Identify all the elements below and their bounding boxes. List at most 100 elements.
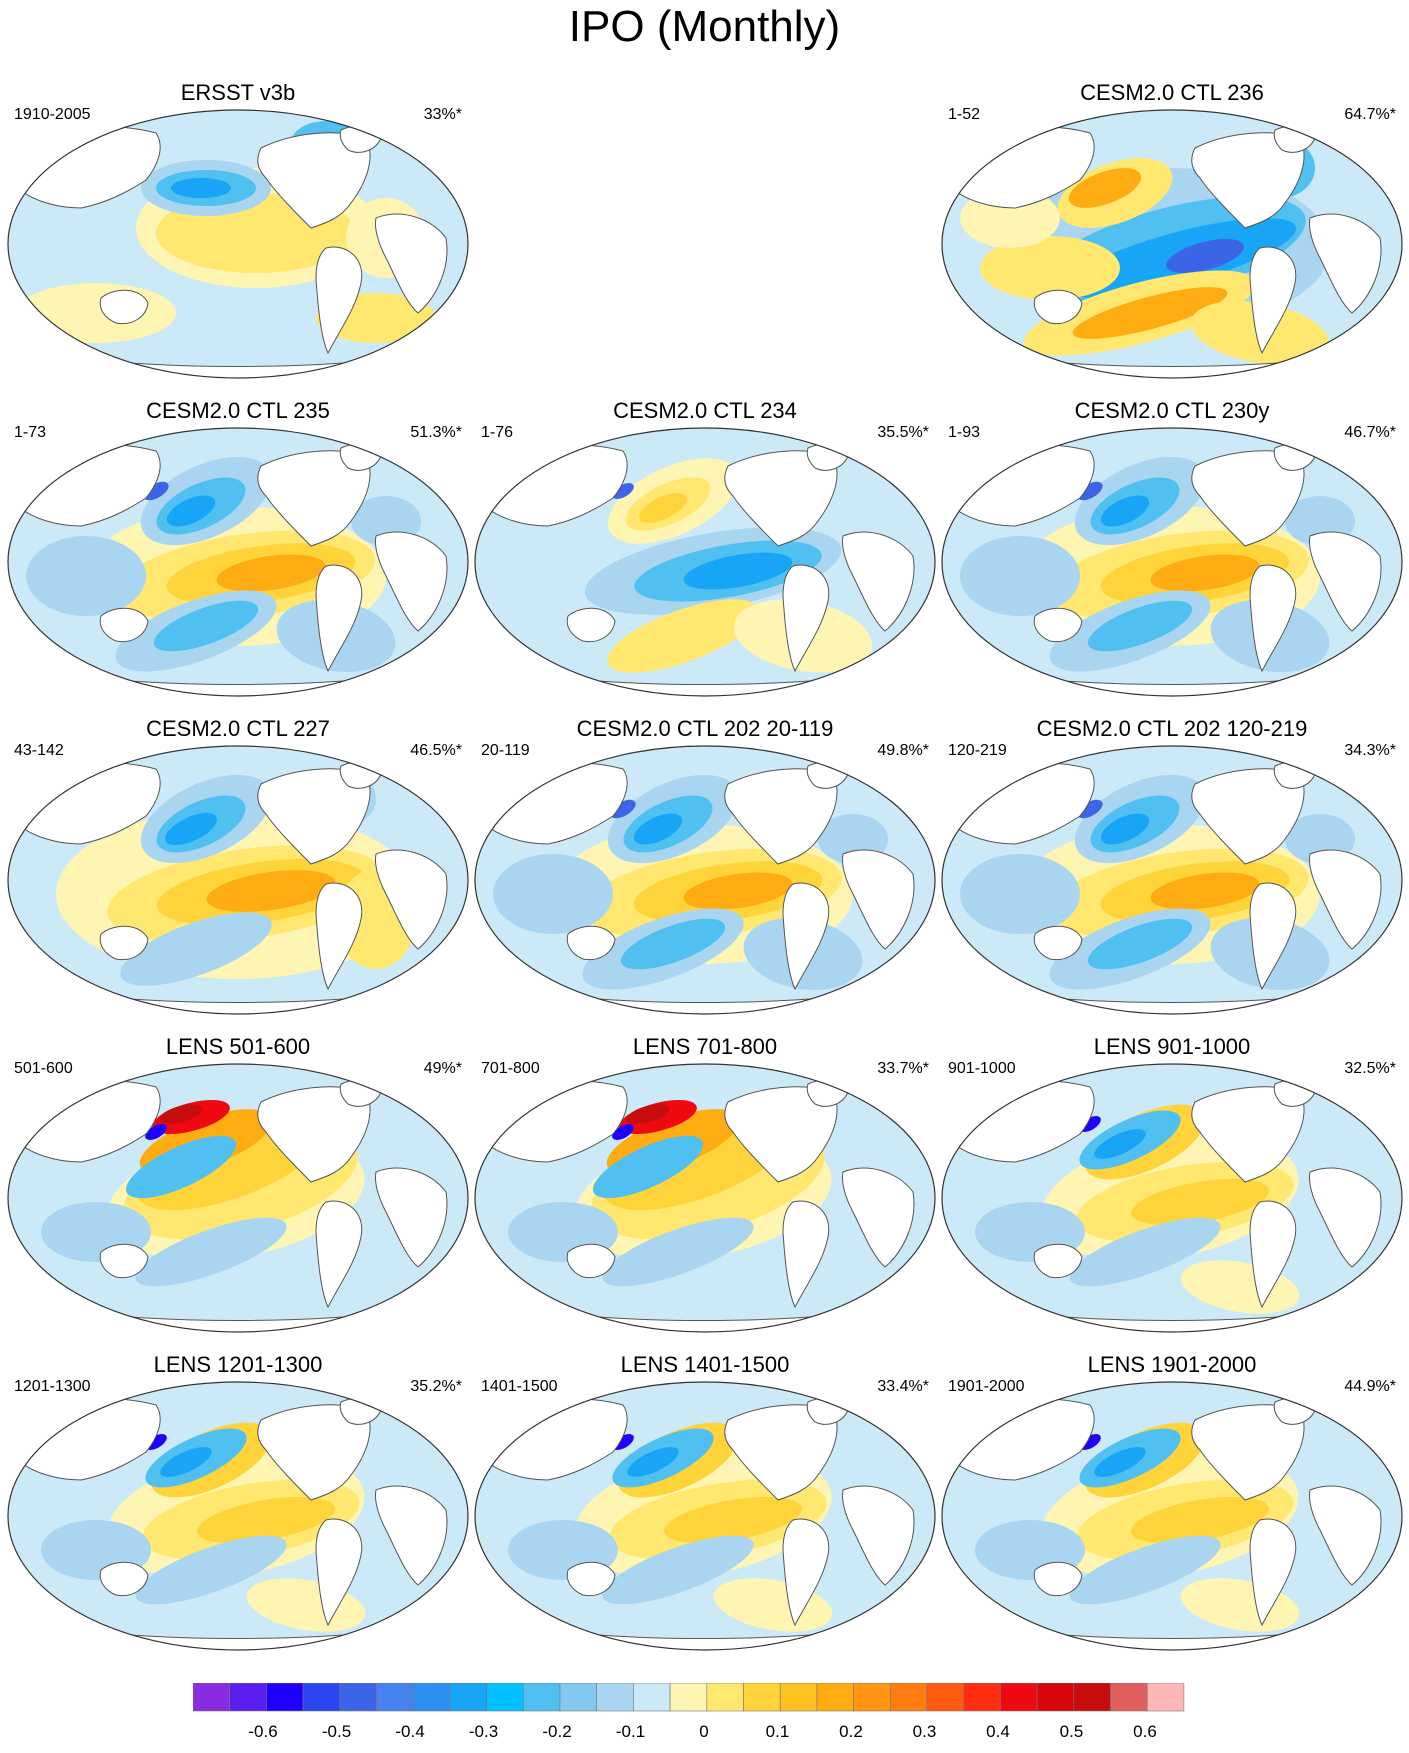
colorbar-tick-label: -0.5 — [321, 1722, 352, 1741]
map-panel: CESM2.0 CTL 202 20-119 20-119 49.8%* — [473, 716, 937, 1016]
map-panel: ERSST v3b 1910-2005 33%* — [6, 80, 470, 380]
colorbar-box — [376, 1683, 414, 1712]
south-america-land — [782, 882, 830, 991]
sst-map — [7, 109, 469, 379]
colorbar-box — [779, 1683, 818, 1712]
anomaly-region — [602, 1535, 754, 1605]
map-panel: LENS 901-1000 901-1000 32.5%* — [940, 1034, 1404, 1334]
australia-land — [566, 607, 616, 643]
anomaly-region — [683, 872, 793, 910]
map-panel: CESM2.0 CTL 236 1-52 64.7%* — [940, 80, 1404, 380]
south-america-land — [315, 1518, 363, 1627]
sst-map — [7, 1381, 469, 1651]
panel-variance: 35.5%* — [877, 424, 929, 441]
anomaly-region — [165, 812, 217, 846]
colorbar-tick-labels: -0.6 -0.5 -0.4 -0.3 -0.2 -0.1 0 0.1 0.2 0.3 0.4 0.5… — [0, 1722, 1409, 1752]
panel-variance: 44.9%* — [1344, 1378, 1396, 1395]
colorbar-box — [522, 1683, 561, 1712]
anomaly-region — [153, 600, 259, 652]
colorbar-tick-label: 0 — [699, 1722, 709, 1741]
anomaly-region — [627, 1447, 679, 1477]
australia-land — [99, 1561, 149, 1597]
anomaly-region — [1150, 872, 1260, 910]
panel-years: 1401-1500 — [481, 1378, 558, 1395]
panel-years: 120-219 — [948, 742, 1007, 759]
anomaly-region — [143, 481, 169, 501]
panel-years: 901-1000 — [948, 1060, 1016, 1077]
panel-variance: 33%* — [423, 106, 462, 123]
anomaly-region — [960, 536, 1080, 616]
anomaly-region — [493, 854, 613, 934]
panel-years: 1901-2000 — [948, 1378, 1025, 1395]
map-panel: LENS 1401-1500 1401-1500 33.4%* — [473, 1352, 937, 1652]
south-america-land — [1249, 1518, 1297, 1627]
sst-map — [941, 1063, 1403, 1333]
africa-land — [1309, 1167, 1382, 1268]
colorbar-box — [889, 1683, 928, 1712]
panel-title: CESM2.0 CTL 235 — [146, 398, 330, 423]
anomaly-region — [1077, 799, 1103, 819]
anomaly-region — [1087, 918, 1193, 970]
anomaly-region — [135, 1535, 287, 1605]
africa-land — [842, 531, 915, 632]
sst-map — [474, 1063, 936, 1333]
panel-variance: 32.5%* — [1344, 1060, 1396, 1077]
panel-title: LENS 1201-1300 — [153, 1352, 323, 1377]
anomaly-region — [612, 1124, 634, 1140]
map-panel: LENS 501-600 501-600 49%* — [6, 1034, 470, 1334]
colorbar-box — [706, 1683, 744, 1712]
panel-years: 20-119 — [481, 742, 530, 759]
colorbar-box — [486, 1683, 524, 1712]
sst-map — [7, 745, 469, 1015]
south-america-land — [782, 564, 830, 673]
colorbar-box — [743, 1683, 781, 1712]
australia-land — [1033, 925, 1083, 961]
anomaly-region — [960, 854, 1080, 934]
map-border — [474, 745, 936, 1015]
australia-land — [1033, 607, 1083, 643]
sst-map — [941, 1381, 1403, 1651]
south-america-land — [1249, 246, 1297, 355]
anomaly-region — [1130, 1496, 1270, 1544]
colorbar-box — [266, 1683, 304, 1712]
south-america-land — [782, 1200, 830, 1309]
map-border — [474, 1063, 936, 1333]
south-america-land — [1249, 564, 1297, 673]
africa-land — [375, 1485, 448, 1586]
australia-land — [566, 1243, 616, 1279]
map-panel: CESM2.0 CTL 235 1-73 51.3%* — [6, 398, 470, 698]
map-panel: CESM2.0 CTL 230y 1-93 46.7%* — [940, 398, 1404, 698]
australia-land — [1033, 1561, 1083, 1597]
anomaly-region — [196, 1496, 336, 1544]
anomaly-region — [610, 799, 636, 819]
africa-land — [375, 1167, 448, 1268]
panel-years: 701-800 — [481, 1060, 540, 1077]
panel-years: 1201-1300 — [14, 1378, 91, 1395]
africa-land — [842, 849, 915, 950]
colorbar-box — [229, 1683, 267, 1712]
colorbar-box — [1073, 1683, 1111, 1712]
panel-variance: 46.5%* — [410, 742, 462, 759]
anomaly-region — [1069, 1535, 1221, 1605]
panel-variance: 46.7%* — [1344, 424, 1396, 441]
sst-map — [7, 427, 469, 697]
south-america-land — [782, 1518, 830, 1627]
colorbar-box — [302, 1683, 341, 1712]
south-america-land — [1249, 1200, 1297, 1309]
colorbar-box — [1036, 1683, 1075, 1712]
colorbar-box — [449, 1683, 487, 1712]
africa-land — [1309, 213, 1382, 314]
panel-years: 501-600 — [14, 1060, 73, 1077]
colorbar-tick-label: 0.3 — [912, 1722, 937, 1741]
australia-land — [99, 289, 149, 325]
sst-map — [941, 427, 1403, 697]
colorbar-tick-label: 0.1 — [765, 1722, 790, 1741]
colorbar — [193, 1683, 1185, 1712]
anomaly-region — [1100, 813, 1150, 845]
map-border — [7, 745, 469, 1015]
colorbar-tick-label: 0.6 — [1133, 1722, 1157, 1741]
colorbar-tick-label: -0.4 — [395, 1722, 425, 1741]
map-panel: LENS 1201-1300 1201-1300 35.2%* — [6, 1352, 470, 1652]
panel-title: LENS 1401-1500 — [620, 1352, 790, 1377]
south-america-land — [315, 564, 363, 673]
